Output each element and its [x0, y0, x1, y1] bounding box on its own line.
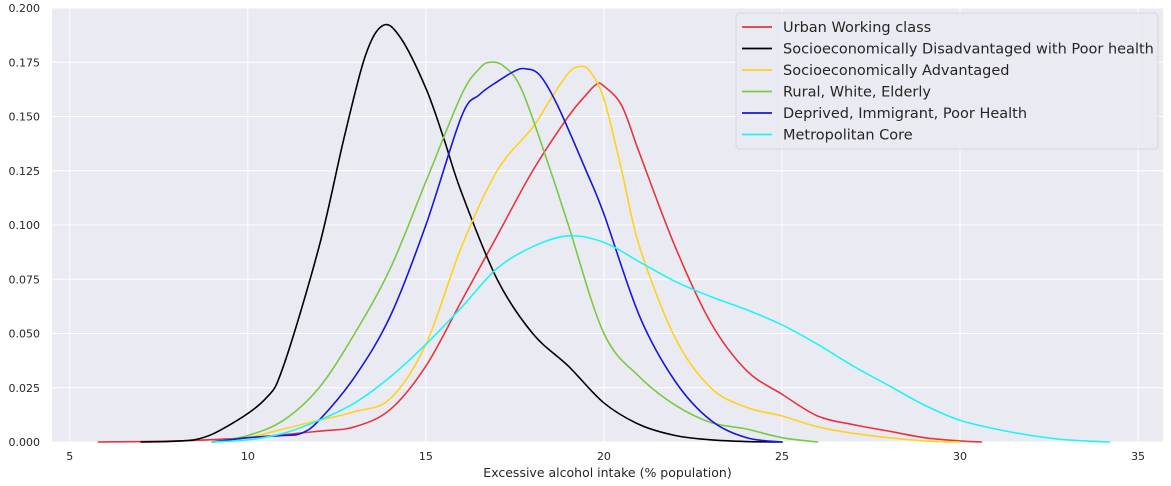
legend-entry: Socioeconomically Advantaged: [783, 63, 1009, 79]
series-line-5: [211, 67, 783, 443]
series-line-6: [211, 234, 1111, 443]
y-tick-label: 0.175: [9, 56, 41, 69]
x-axis-label: Excessive alcohol intake (% population): [483, 465, 731, 480]
y-tick-label: 0.125: [9, 165, 41, 178]
legend-entry: Socioeconomically Disadvantaged with Poo…: [783, 42, 1154, 58]
series-line-1: [97, 82, 983, 443]
legend-entry: Urban Working class: [783, 20, 931, 36]
x-tick-label: 25: [775, 450, 789, 463]
y-tick-label: 0.200: [9, 2, 41, 15]
legend-entry: Metropolitan Core: [783, 128, 913, 144]
legend-entry: Rural, White, Elderly: [783, 85, 931, 101]
x-axis-ticks: 5 10 15 20 25 30 35: [66, 450, 1145, 463]
series-line-3: [211, 65, 961, 443]
legend-entry: Deprived, Immigrant, Poor Health: [783, 106, 1027, 122]
y-tick-label: 0.000: [9, 436, 41, 449]
y-tick-label: 0.050: [9, 328, 41, 341]
x-tick-label: 15: [419, 450, 433, 463]
y-tick-label: 0.100: [9, 219, 41, 232]
series-line-4: [211, 61, 819, 443]
legend: Urban Working class Socioeconomically Dis…: [735, 12, 1159, 150]
grid-lines: [52, 7, 1163, 443]
x-tick-label: 5: [66, 450, 73, 463]
series-lines: [97, 23, 1111, 443]
y-tick-label: 0.150: [9, 111, 41, 124]
y-axis-ticks: 0.000 0.025 0.050 0.075 0.100 0.125 0.150 0.175…: [9, 2, 41, 449]
legend-frame: [735, 12, 1159, 150]
y-tick-label: 0.075: [9, 273, 41, 286]
x-tick-label: 20: [597, 450, 611, 463]
x-tick-label: 10: [241, 450, 255, 463]
x-tick-label: 35: [1131, 450, 1145, 463]
x-tick-label: 30: [953, 450, 967, 463]
y-tick-label: 0.025: [9, 382, 41, 395]
series-line-2: [140, 23, 783, 443]
